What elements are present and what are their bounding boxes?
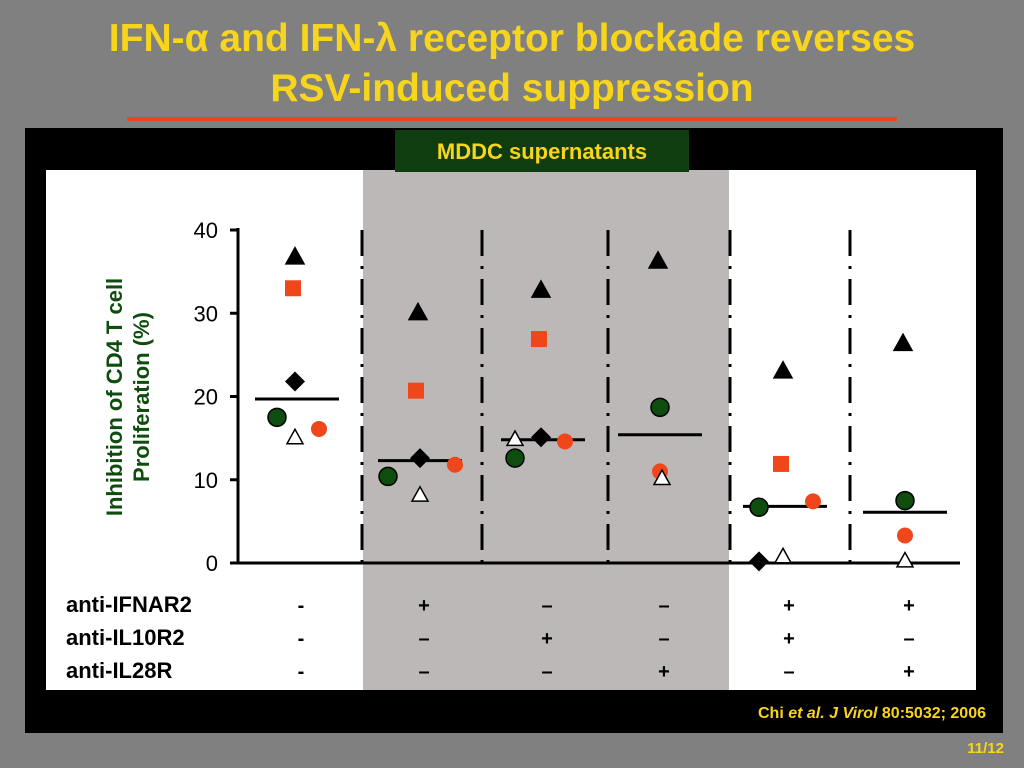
open-triangle-point (773, 546, 793, 564)
treatment-value: – (658, 628, 669, 650)
citation: Chi et al. J Virol 80:5032; 2006 (758, 705, 986, 723)
filled-triangle-point (284, 246, 306, 265)
treatment-value: – (783, 661, 794, 683)
open-triangle-point (895, 550, 915, 568)
open-triangle-point (410, 485, 430, 502)
page-number: 11/12 (967, 740, 1004, 757)
filled-triangle-point (407, 301, 429, 321)
filled-triangle-point (647, 250, 669, 269)
red-circle-point (311, 420, 327, 437)
filled-diamond-point (285, 371, 305, 392)
treatment-label: anti-IFNAR2 (66, 592, 192, 617)
treatment-value: - (298, 661, 305, 683)
treatment-value: – (418, 661, 429, 683)
treatment-value: + (783, 595, 795, 617)
y-axis-label: Inhibition of CD4 T cellProliferation (%… (102, 278, 154, 516)
citation-ref: 80:5032; 2006 (881, 705, 986, 722)
filled-triangle-point (530, 279, 552, 298)
green-circle-point (505, 448, 525, 468)
green-circle-point (650, 397, 670, 418)
treatment-label: anti-IL28R (66, 658, 172, 683)
panel-label: MDDC supernatants (395, 130, 689, 172)
filled-triangle-point (892, 332, 914, 352)
open-triangle-point (285, 427, 305, 445)
y-tick-label: 40 (194, 218, 218, 243)
open-triangle-point (505, 429, 525, 447)
y-tick-label: 30 (194, 301, 218, 326)
filled-diamond-point (410, 448, 430, 469)
green-circle-point (267, 407, 287, 428)
red-square-point (773, 455, 789, 472)
red-circle-point (805, 493, 821, 510)
red-circle-point (447, 456, 463, 473)
title-line-2: RSV-induced suppression (270, 67, 754, 110)
shaded-region (363, 170, 729, 690)
treatment-value: – (903, 628, 914, 650)
red-square-point (531, 331, 547, 348)
citation-journal: J Virol (829, 705, 878, 722)
treatment-value: + (783, 628, 795, 650)
open-triangle-point (652, 468, 672, 486)
red-square-point (285, 280, 301, 297)
y-axis-label-line-1: Inhibition of CD4 T cell (102, 278, 127, 516)
red-circle-point (557, 433, 573, 450)
green-circle-point (895, 490, 915, 511)
treatment-value: – (658, 595, 669, 617)
treatment-value: + (541, 628, 553, 650)
title-line-1: IFN-α and IFN-λ receptor blockade revers… (108, 17, 916, 60)
treatment-value: – (541, 595, 552, 617)
red-square-point (408, 382, 424, 399)
citation-etal: et al. (788, 705, 825, 722)
filled-triangle-point (772, 360, 794, 379)
treatment-value: + (903, 661, 915, 683)
y-tick-label: 20 (194, 385, 218, 410)
treatment-value: – (541, 661, 552, 683)
y-tick-label: 10 (194, 468, 218, 493)
treatment-value: + (658, 661, 670, 683)
red-circle-point (897, 527, 913, 544)
title-underline (127, 117, 897, 121)
treatment-label: anti-IL10R2 (66, 625, 185, 650)
y-tick-label: 0 (206, 551, 218, 576)
treatment-value: – (418, 628, 429, 650)
filled-diamond-point (749, 551, 769, 572)
green-circle-point (378, 466, 398, 487)
treatment-value: + (418, 595, 430, 617)
treatment-value: + (903, 595, 915, 617)
green-circle-point (749, 497, 769, 517)
treatment-value: - (298, 595, 305, 617)
slide-title: IFN-α and IFN-λ receptor blockade revers… (0, 14, 1024, 114)
y-axis-label-line-2: Proliferation (%) (129, 312, 154, 482)
citation-author: Chi (757, 705, 784, 722)
treatment-value: - (298, 628, 305, 650)
filled-diamond-point (531, 427, 551, 448)
